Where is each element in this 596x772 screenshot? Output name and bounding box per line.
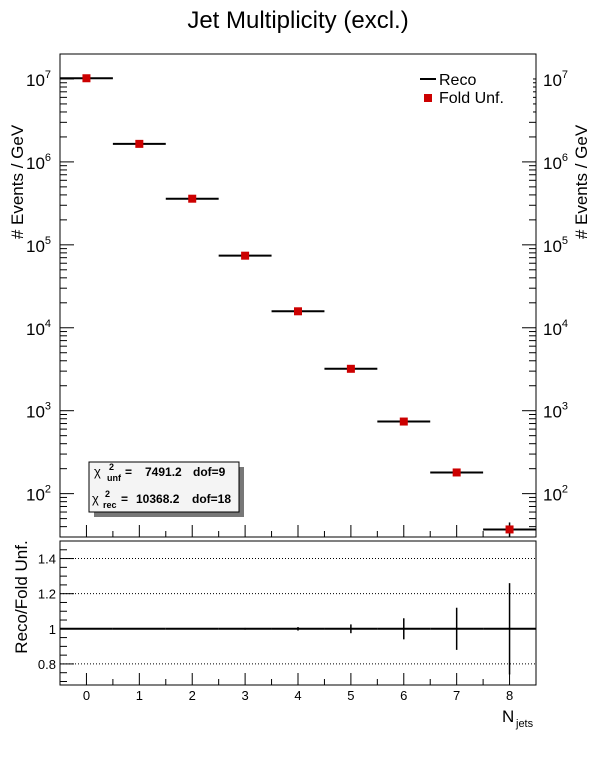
chi2-unf-dof: dof=9 [193,465,226,479]
y-tick-label-right: 103 [543,401,568,422]
ratio-y-tick-label: 1 [49,622,56,637]
main-plot-marks [60,74,536,537]
y-tick-label-left: 105 [26,235,51,256]
ratio-grid [60,558,536,665]
legend: Reco Fold Unf. [416,56,533,114]
foldunf-point [135,139,144,148]
legend-background [416,56,533,114]
ratio-y-tick-label: 1.2 [38,587,56,602]
legend-reco-label: Reco [439,72,476,89]
ratio-marks [60,583,536,675]
foldunf-point [188,194,197,203]
y-tick-label-left: 107 [26,69,51,90]
chi2-rec-sub: rec [103,500,117,510]
ratio-y-axis-label: Reco/Fold Unf. [12,540,31,653]
ratio-y-tick-label: 1.4 [38,552,56,567]
x-tick-label: 2 [189,688,196,703]
foldunf-point [346,364,355,373]
chi2-unf-sub: unf [107,473,122,483]
y-tick-label-right: 105 [543,235,568,256]
foldunf-point [82,74,91,83]
x-axis-label-sub: jets [515,718,534,730]
y-tick-label-left: 103 [26,401,51,422]
chi2-unf-eq: = [125,465,132,479]
x-tick-label: 7 [453,688,460,703]
ratio-plot-frame [59,540,537,686]
main-plot-panel: 102 102 103 103 104 104 105 105 106 106 107 107 # E… [8,53,591,538]
stats-box-frame [88,461,240,513]
y-axis-label-left: # Events / GeV [8,124,27,239]
ratio-ticks: 0.8 1 1.2 1.4 0 1 2 3 4 5 6 7 8 [38,540,537,703]
chart-title: Jet Multiplicity (excl.) [187,7,408,34]
chi2-rec-value: 10368.2 [136,492,180,506]
chi2-rec-symbol: χ [92,491,99,506]
foldunf-point [452,468,461,477]
chi2-rec-eq: = [121,492,128,506]
legend-foldunf-label: Fold Unf. [439,90,504,107]
y-tick-label-left: 106 [26,152,51,173]
x-tick-label: 8 [506,688,513,703]
x-tick-label: 5 [347,688,354,703]
y-tick-label-right: 102 [543,484,568,505]
foldunf-point [241,251,250,260]
legend-foldunf-marker [424,94,432,102]
y-tick-label-right: 107 [543,69,568,90]
chi2-unf-sup: 2 [109,462,114,472]
chi2-unf-symbol: χ [94,464,101,479]
chi2-unf-value: 7491.2 [145,465,182,479]
x-axis-label: N [502,707,514,726]
chi2-rec-dof: dof=18 [192,492,231,506]
x-tick-label: 1 [136,688,143,703]
x-tick-label: 4 [294,688,301,703]
y-tick-label-right: 104 [543,318,568,339]
ratio-plot-panel: 0.8 1 1.2 1.4 0 1 2 3 4 5 6 7 8 Reco/Fold Unf. N jet… [12,540,537,730]
chi2-rec-sup: 2 [105,489,110,499]
foldunf-point [399,417,408,426]
y-tick-label-left: 104 [26,318,51,339]
foldunf-point [294,307,302,316]
main-plot-ticks: 102 102 103 103 104 104 105 105 106 106 107 107 [26,53,568,538]
y-tick-label-right: 106 [543,152,568,173]
foldunf-point [505,525,514,534]
y-tick-label-left: 102 [26,484,51,505]
x-tick-label: 6 [400,688,407,703]
y-axis-label-right: # Events / GeV [572,124,591,239]
x-tick-label: 0 [83,688,90,703]
chi2-stats-box: χ 2 unf = 7491.2 dof=9 χ 2 rec = 10368.2… [88,461,244,517]
ratio-y-tick-label: 0.8 [38,657,56,672]
x-tick-label: 3 [241,688,248,703]
